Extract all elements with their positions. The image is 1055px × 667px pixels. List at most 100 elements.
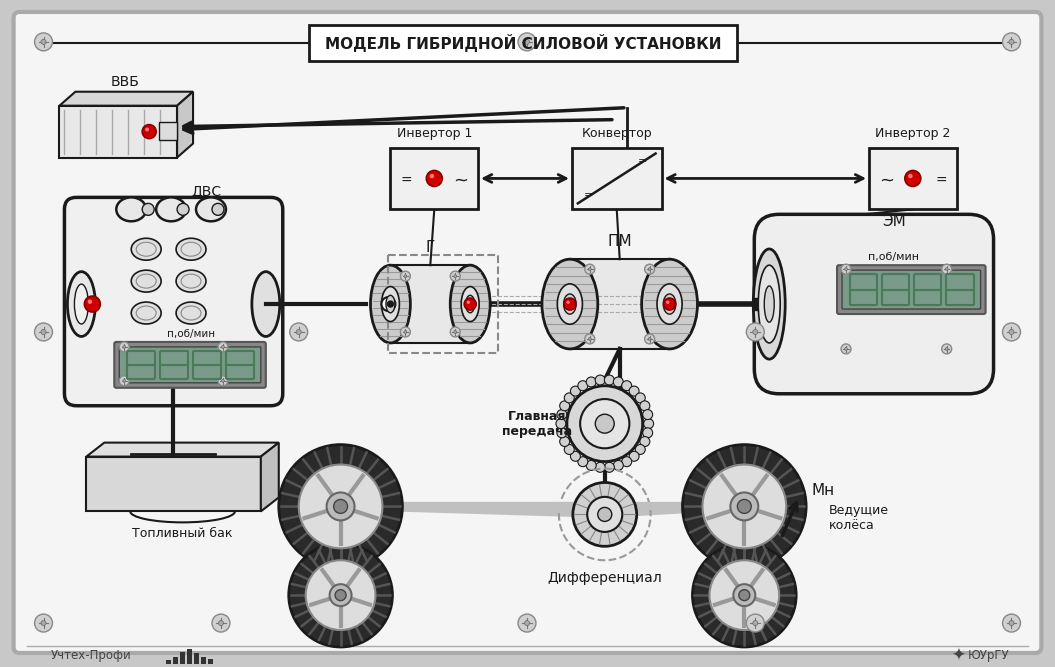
- Circle shape: [1009, 39, 1014, 45]
- Circle shape: [598, 508, 612, 522]
- Circle shape: [841, 264, 851, 274]
- Circle shape: [518, 33, 536, 51]
- Bar: [390, 147, 478, 209]
- Ellipse shape: [68, 271, 95, 336]
- Circle shape: [589, 267, 591, 271]
- Ellipse shape: [176, 302, 206, 324]
- Circle shape: [218, 620, 224, 626]
- Circle shape: [567, 386, 642, 462]
- Polygon shape: [87, 443, 279, 457]
- Circle shape: [621, 457, 632, 467]
- Circle shape: [454, 275, 457, 277]
- Circle shape: [563, 298, 576, 310]
- Bar: [208, 659, 213, 664]
- Circle shape: [1002, 33, 1020, 51]
- Polygon shape: [261, 443, 279, 512]
- Circle shape: [333, 500, 347, 514]
- Circle shape: [218, 342, 228, 352]
- Circle shape: [945, 348, 948, 350]
- Circle shape: [1009, 329, 1014, 334]
- Circle shape: [557, 410, 567, 420]
- Circle shape: [146, 127, 149, 131]
- Circle shape: [578, 457, 588, 467]
- Circle shape: [666, 301, 670, 304]
- Circle shape: [635, 393, 646, 403]
- Text: Г: Г: [425, 240, 435, 255]
- FancyBboxPatch shape: [837, 265, 985, 314]
- Circle shape: [645, 334, 654, 344]
- Circle shape: [1002, 614, 1020, 632]
- Circle shape: [41, 620, 46, 626]
- Bar: [753, 298, 769, 310]
- Circle shape: [218, 376, 228, 386]
- Circle shape: [84, 296, 100, 312]
- Ellipse shape: [753, 249, 785, 359]
- Circle shape: [945, 267, 948, 271]
- Circle shape: [289, 544, 392, 647]
- Circle shape: [595, 375, 606, 385]
- Bar: [187, 649, 192, 664]
- Circle shape: [429, 174, 434, 178]
- Circle shape: [401, 327, 410, 337]
- Circle shape: [746, 323, 764, 341]
- Circle shape: [122, 380, 126, 382]
- Text: Дифференциал: Дифференциал: [548, 571, 663, 585]
- Circle shape: [122, 346, 126, 348]
- Circle shape: [1002, 323, 1020, 341]
- Ellipse shape: [176, 270, 206, 292]
- Circle shape: [621, 381, 632, 391]
- Circle shape: [565, 300, 574, 308]
- Text: ✦: ✦: [952, 647, 965, 665]
- Circle shape: [571, 452, 580, 462]
- Circle shape: [335, 590, 346, 600]
- Circle shape: [753, 329, 757, 334]
- Circle shape: [306, 560, 376, 630]
- Ellipse shape: [557, 284, 582, 324]
- Circle shape: [648, 338, 651, 340]
- Text: =: =: [583, 190, 593, 200]
- Bar: [202, 657, 206, 664]
- Circle shape: [142, 203, 154, 215]
- Circle shape: [605, 462, 614, 472]
- Circle shape: [584, 264, 595, 274]
- Circle shape: [629, 386, 639, 396]
- Text: Ведущие
колёса: Ведущие колёса: [829, 504, 889, 532]
- Circle shape: [666, 300, 674, 308]
- Circle shape: [738, 590, 750, 600]
- Circle shape: [587, 377, 596, 387]
- Ellipse shape: [156, 197, 186, 221]
- Circle shape: [119, 342, 130, 352]
- Bar: [388, 255, 498, 353]
- Circle shape: [567, 301, 570, 304]
- Circle shape: [404, 275, 407, 277]
- Ellipse shape: [542, 259, 598, 349]
- Circle shape: [648, 267, 651, 271]
- Circle shape: [464, 298, 476, 310]
- Circle shape: [35, 614, 53, 632]
- Circle shape: [564, 393, 574, 403]
- Text: ПМ: ПМ: [608, 234, 632, 249]
- Circle shape: [845, 267, 847, 271]
- Circle shape: [589, 338, 591, 340]
- Circle shape: [642, 410, 653, 420]
- Text: Инвертор 1: Инвертор 1: [397, 127, 472, 139]
- Circle shape: [450, 327, 460, 337]
- Ellipse shape: [764, 286, 774, 322]
- Circle shape: [518, 614, 536, 632]
- Circle shape: [88, 299, 92, 304]
- Text: Мн: Мн: [811, 483, 835, 498]
- FancyBboxPatch shape: [114, 342, 266, 388]
- Circle shape: [613, 377, 624, 387]
- Text: МОДЕЛЬ ГИБРИДНОЙ СИЛОВОЙ УСТАНОВКИ: МОДЕЛЬ ГИБРИДНОЙ СИЛОВОЙ УСТАНОВКИ: [325, 34, 722, 52]
- Text: Топливный бак: Топливный бак: [132, 527, 233, 540]
- Circle shape: [571, 386, 580, 396]
- Circle shape: [588, 497, 622, 532]
- Circle shape: [730, 492, 759, 520]
- Circle shape: [605, 375, 614, 385]
- Ellipse shape: [382, 287, 400, 321]
- Circle shape: [35, 323, 53, 341]
- Circle shape: [382, 297, 396, 311]
- Polygon shape: [177, 92, 193, 157]
- Circle shape: [595, 462, 606, 472]
- Circle shape: [35, 33, 53, 51]
